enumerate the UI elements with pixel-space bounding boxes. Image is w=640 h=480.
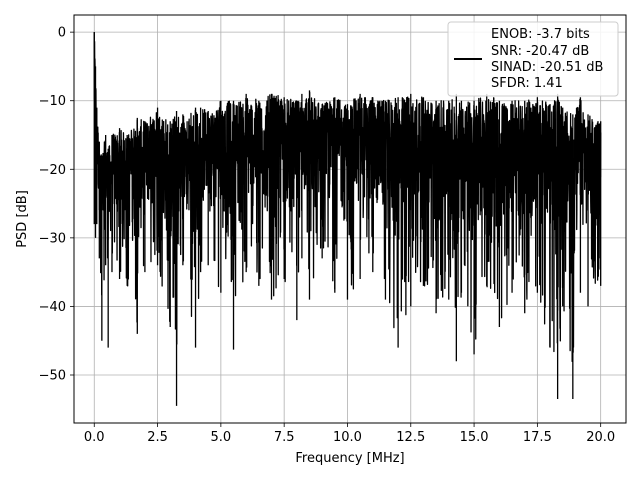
x-axis-label: Frequency [MHz] bbox=[295, 451, 404, 466]
axes-frame bbox=[73, 14, 627, 424]
y-tick-label: −30 bbox=[39, 231, 66, 246]
x-tick-label: 20.0 bbox=[586, 430, 615, 445]
legend-entry-sfdr: SFDR: 1.41 bbox=[491, 76, 563, 91]
x-tick-label: 17.5 bbox=[523, 430, 552, 445]
y-axis-ticks: 0 −10 −20 −30 −40 −50 bbox=[39, 26, 74, 384]
x-tick-label: 12.5 bbox=[396, 430, 425, 445]
x-tick-label: 15.0 bbox=[460, 430, 489, 445]
y-axis-label: PSD [dB] bbox=[15, 190, 30, 248]
legend-entry-sinad: SINAD: -20.51 dB bbox=[491, 60, 603, 75]
plot-area bbox=[93, 32, 602, 406]
x-tick-label: 7.5 bbox=[274, 430, 295, 445]
legend-entry-snr: SNR: -20.47 dB bbox=[491, 44, 589, 59]
legend-entry-enob: ENOB: -3.7 bits bbox=[491, 27, 590, 42]
series-group bbox=[93, 32, 602, 406]
legend-box bbox=[447, 21, 619, 97]
legend: ENOB: -3.7 bits SNR: -20.47 dB SINAD: -2… bbox=[447, 21, 619, 97]
y-tick-label: −50 bbox=[39, 369, 66, 384]
x-axis-ticks: 0.0 2.5 5.0 7.5 10.0 12.5 15.0 17.5 20.0 bbox=[84, 423, 615, 445]
x-tick-label: 2.5 bbox=[147, 430, 168, 445]
x-tick-label: 0.0 bbox=[84, 430, 105, 445]
x-tick-label: 10.0 bbox=[333, 430, 362, 445]
x-tick-label: 5.0 bbox=[211, 430, 232, 445]
y-tick-label: −10 bbox=[39, 94, 66, 109]
y-tick-label: −40 bbox=[39, 300, 66, 315]
y-tick-label: 0 bbox=[58, 26, 66, 41]
y-tick-label: −20 bbox=[39, 163, 66, 178]
psd-peaks bbox=[93, 32, 602, 406]
